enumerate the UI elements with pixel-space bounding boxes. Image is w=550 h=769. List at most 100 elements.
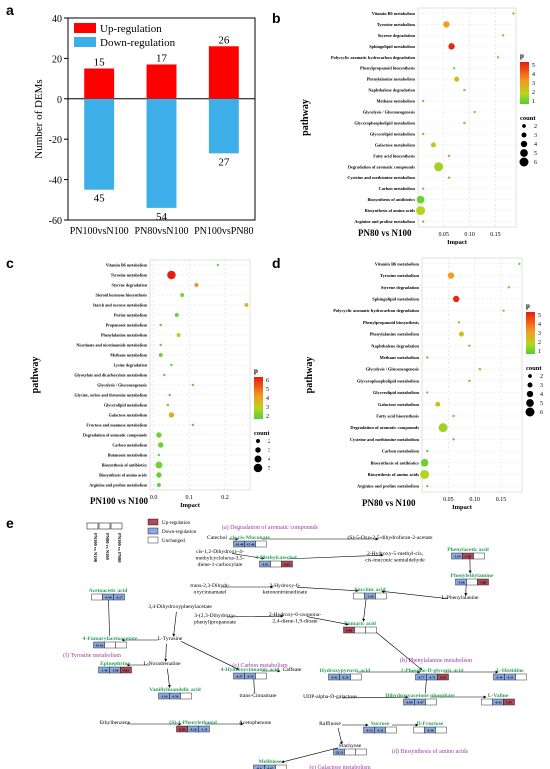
bubble-point	[157, 442, 164, 448]
bubble-point	[158, 353, 163, 357]
y-tick-label: -20	[49, 135, 62, 146]
color-tick-label: 3	[532, 81, 535, 87]
metabolite-label: cis-muconic semialdehyde	[365, 558, 425, 564]
metabolite-label: oxycinnamatel	[194, 590, 227, 596]
pathway-label: Tyrosine metabolism	[380, 273, 419, 278]
data-label-up: 17	[156, 52, 168, 64]
pathway-label: Galactose metabolism	[378, 402, 419, 407]
data-label-down: 54	[156, 211, 168, 223]
metabolite-label: Acetophenone	[239, 720, 272, 726]
column-header-label: PN100 vs N100	[93, 533, 98, 563]
metabolite-label: Sucrose	[371, 721, 390, 727]
fold-change-box	[281, 560, 293, 568]
fold-change-value: -0.26	[189, 728, 196, 732]
bubble-point	[468, 379, 471, 383]
pathway-label: Vitamin B6 metabolism	[372, 11, 416, 16]
pathway-label: Naphthalene degradation	[368, 88, 415, 93]
fold-change-value: -0.42	[330, 676, 337, 680]
pathway-label: Tyrosine metabolism	[377, 22, 416, 27]
section-title: (c) Carbon metabolism	[232, 662, 288, 669]
panel-label-a: a	[6, 2, 14, 18]
bar-down	[208, 98, 239, 154]
metabolite-label: 4-Methylcatechol	[255, 555, 297, 561]
metabolite-label: D-Fructose	[417, 721, 444, 727]
metabolite-label: ketonontrienedioate	[263, 590, 308, 596]
pathway-label: Glycolysis / Gluconeogenesis	[363, 110, 416, 115]
color-bar	[520, 62, 529, 104]
pathway-label: Biosynthesis of antibiotics	[370, 460, 419, 465]
x-axis-label: Impact	[447, 239, 468, 245]
pathway-label: Naphthalene degradation	[371, 343, 419, 348]
pathway-label: Vitamin B6 metabolism	[106, 262, 148, 267]
bubble-point	[159, 343, 162, 347]
bubble-point	[421, 99, 425, 103]
bubble-point	[426, 391, 429, 394]
fold-change-box	[344, 748, 356, 756]
size-tick-label: 4	[268, 457, 270, 463]
pathway-label: Sphingolipid metabolism	[369, 44, 415, 49]
fold-change-value: -0.6	[256, 767, 262, 769]
size-tick-label: 4	[534, 142, 537, 148]
pathway-arrow	[172, 611, 177, 637]
bubble-point	[430, 142, 436, 148]
bubble-point	[501, 34, 505, 37]
bubble-point	[176, 333, 181, 337]
metabolite-label: phenyl)propanoate	[194, 619, 236, 626]
pathway-label: Cysteine and methionine metabolism	[347, 175, 415, 180]
bubble-point	[155, 461, 163, 469]
y-axis-label: pathway	[30, 357, 41, 394]
fold-change-value: -0.27	[115, 596, 122, 600]
pathway-label: Arginine and proline metabolism	[89, 482, 147, 487]
pathway-label: Phenylpropanoid biosynthesis	[360, 66, 415, 71]
pathway-label: Biosynthesis of amino acids	[365, 208, 416, 213]
fold-change-value: -1.40	[100, 669, 107, 673]
section-title: (b) Phenylalanine metabolism	[400, 657, 472, 664]
pathway-arrow	[306, 616, 349, 626]
pathway-label: Fatty acid biosynthesis	[376, 413, 419, 418]
size-legend-dot	[255, 447, 261, 453]
pathway-arrow	[231, 553, 265, 560]
fold-change-box	[503, 698, 515, 706]
legend-label: Down-regulation	[100, 37, 176, 49]
metabolite-label: UDP-alpha-D-galactose	[303, 694, 357, 700]
fold-change-box	[355, 748, 367, 756]
y-tick-label: -60	[49, 216, 62, 227]
metabolite-label: 2-Phospho-D-glyceric acid	[401, 668, 465, 674]
metabolite-label: 3,4-Dihydroxyphenylacetate	[148, 604, 212, 610]
bubble-point	[443, 21, 450, 28]
x-tick-label: 0.05	[439, 232, 450, 238]
size-tick-label: 5	[268, 466, 270, 472]
bubble-point	[174, 313, 179, 317]
bubble-point	[468, 344, 471, 347]
color-legend-title: p	[254, 367, 258, 375]
color-tick-label: 3	[538, 331, 541, 337]
bubble-point	[168, 412, 175, 418]
fold-change-value: -1.11	[201, 728, 208, 732]
panel-label-c: c	[6, 255, 14, 271]
fold-change-box	[113, 593, 125, 601]
x-tick-label: 0.2	[221, 495, 229, 501]
fold-change-value: 0.39	[179, 728, 185, 732]
fold-change-value: -0.53	[365, 729, 372, 733]
legend-swatch	[74, 37, 96, 47]
fold-change-value: -0.56	[171, 695, 178, 699]
metabolic-pathway-network: PN100 vs N100 PN80 vs N100 PN100 vs PN80 Up…	[63, 518, 527, 769]
bubble-point	[473, 110, 476, 114]
pathway-label: Propanoate metabolism	[106, 322, 148, 327]
bubble-point	[458, 331, 464, 337]
legend-swatch	[147, 527, 159, 535]
pathway-label: Glyoxylate and dicarboxylate metabolism	[74, 372, 147, 377]
pathway-label: Methane metabolism	[110, 352, 147, 357]
pathway-label: Glycine, serine and threonine metabolism	[74, 392, 147, 397]
size-tick-label: 4	[540, 392, 543, 398]
pathway-label: Galactose metabolism	[109, 412, 148, 417]
bubble-point	[518, 262, 521, 266]
fold-change-value: -0.43	[494, 701, 501, 705]
size-legend-title: count	[520, 115, 536, 122]
color-tick-label: 5	[538, 313, 541, 319]
pathway-label: Carbon metabolism	[379, 186, 416, 191]
metabolite-label: Dihydroxyacetone phosphate	[385, 693, 455, 699]
section-title: (a) Degradation of aromatic compounds	[222, 524, 319, 531]
bubble-point	[457, 321, 461, 324]
fold-change-value: -1.86	[111, 669, 118, 673]
